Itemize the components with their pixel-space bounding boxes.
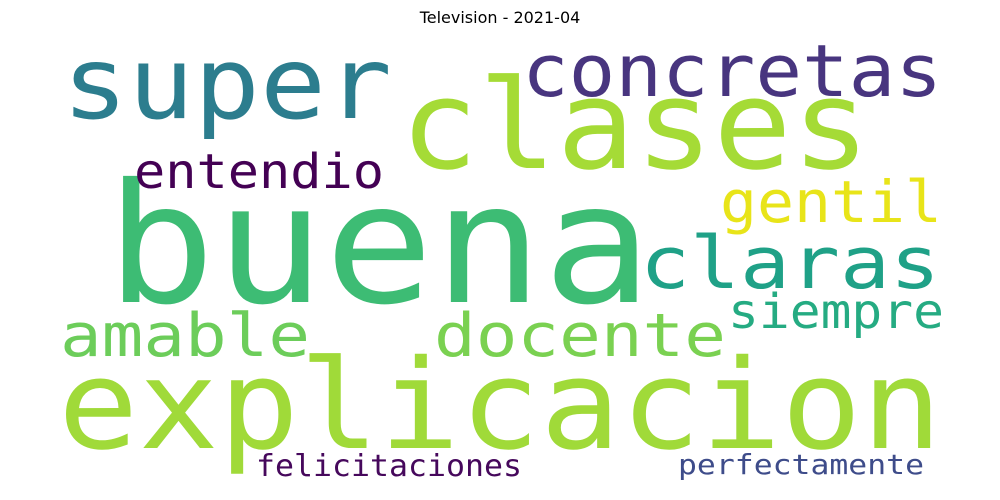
word-docente: docente bbox=[434, 301, 726, 371]
word-entendio: entendio bbox=[134, 144, 384, 200]
word-explicacion: explicacion bbox=[58, 334, 942, 478]
word-felicitaciones: felicitaciones bbox=[256, 449, 522, 484]
word-buena: buena bbox=[106, 149, 652, 342]
figure-title: Television - 2021-04 bbox=[419, 8, 581, 27]
word-siempre: siempre bbox=[728, 284, 944, 340]
word-concretas: concretas bbox=[522, 29, 942, 113]
word-super: super bbox=[62, 25, 392, 142]
word-gentil: gentil bbox=[720, 168, 942, 236]
word-perfectamente: perfectamente bbox=[678, 448, 924, 481]
word-clases: clases bbox=[400, 54, 870, 198]
word-claras: claras bbox=[640, 221, 940, 305]
word-amable: amable bbox=[60, 301, 310, 371]
